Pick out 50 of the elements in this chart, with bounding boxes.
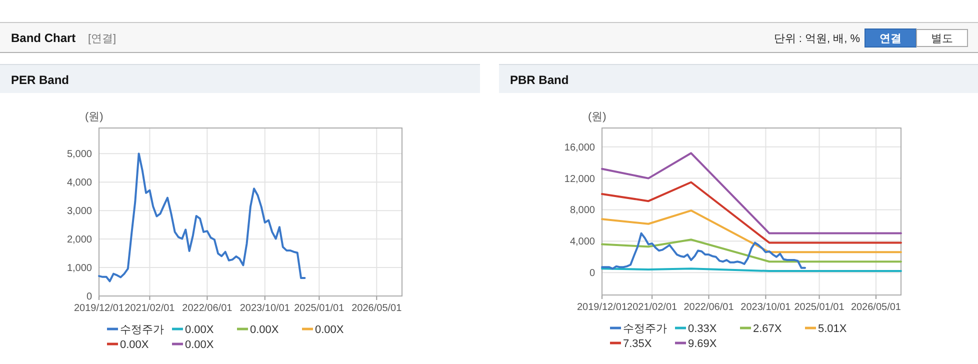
y-tick-label: 8,000	[570, 205, 596, 216]
y-tick-label: 3,000	[66, 206, 92, 218]
x-tick-label: 2022/06/01	[182, 303, 233, 314]
y-tick-label: 5,000	[66, 149, 92, 160]
x-tick-label: 2026/05/01	[850, 302, 902, 313]
line-series	[601, 238, 902, 263]
line-series	[601, 232, 806, 270]
text: 별도	[931, 33, 953, 45]
x-tick-label: 2025/01/01	[794, 302, 845, 313]
text: Band Chart	[11, 31, 76, 45]
line-series	[601, 210, 902, 254]
y-tick-label: 0	[86, 292, 92, 302]
y-tick-label: 4,000	[66, 178, 92, 189]
text: 연결	[880, 33, 902, 45]
x-tick-label: 2022/06/01	[684, 302, 734, 313]
line-series	[601, 181, 902, 244]
legend-label: 0.00X	[120, 339, 150, 351]
y-axis-title: (원)	[85, 111, 104, 123]
y-axis-title: (원)	[588, 111, 606, 123]
legend-label: 0.33X	[688, 323, 718, 335]
chart-title: PER Band	[11, 73, 70, 87]
x-tick-label: 2023/10/01	[740, 302, 792, 313]
legend-label: 수정주가	[120, 324, 164, 336]
y-tick-label: 1,000	[66, 263, 92, 274]
x-tick-label: 2021/02/01	[124, 303, 176, 314]
x-tick-label: 2019/12/01	[576, 302, 628, 313]
legend-label: 9.69X	[688, 338, 718, 350]
legend-label: 7.35X	[623, 338, 652, 350]
text: [연결]	[88, 33, 116, 45]
y-tick-label: 16,000	[564, 142, 596, 154]
chart-title: PBR Band	[510, 73, 569, 87]
legend-label: 2.67X	[753, 323, 782, 335]
legend-label: 5.01X	[818, 323, 848, 335]
text: 단위 : 억원, 배, %	[774, 33, 860, 45]
legend-label: 0.00X	[250, 324, 280, 336]
line-series	[98, 152, 306, 282]
x-tick-label: 2021/02/01	[627, 302, 678, 313]
x-tick-label: 2025/01/01	[294, 303, 345, 314]
legend-label: 0.00X	[185, 339, 214, 351]
legend-label: 수정주가	[623, 323, 667, 335]
x-tick-label: 2023/10/01	[240, 303, 290, 314]
y-tick-label: 2,000	[66, 234, 92, 246]
y-tick-label: 4,000	[570, 236, 596, 248]
line-series	[601, 152, 902, 234]
y-tick-label: 0	[589, 268, 596, 280]
legend-label: 0.00X	[315, 324, 344, 336]
x-tick-label: 2019/12/01	[74, 303, 124, 314]
legend-label: 0.00X	[185, 324, 214, 336]
x-tick-label: 2026/05/01	[352, 303, 402, 314]
y-tick-label: 12,000	[564, 174, 596, 185]
